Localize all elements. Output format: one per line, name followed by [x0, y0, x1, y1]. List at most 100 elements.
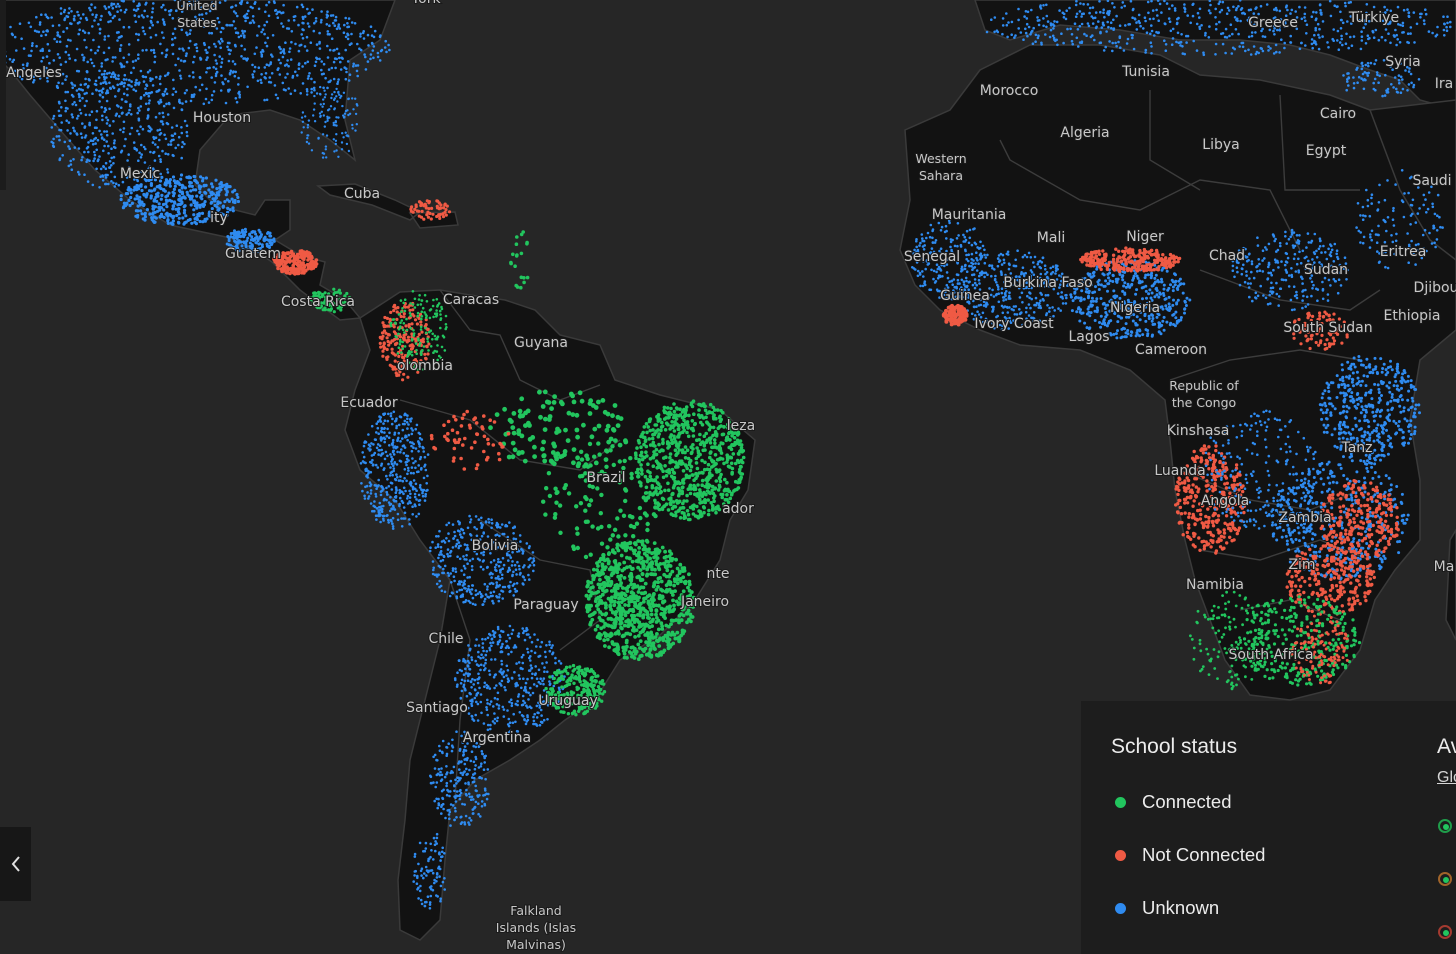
- school-dot: [30, 49, 33, 53]
- school-dot: [42, 30, 45, 33]
- school-dot: [122, 65, 126, 68]
- school-dot: [153, 210, 157, 214]
- school-dot: [461, 595, 465, 598]
- school-dot: [57, 24, 61, 27]
- school-dot: [672, 505, 676, 509]
- school-dot: [289, 58, 293, 61]
- school-dot: [435, 582, 439, 586]
- school-dot: [182, 60, 186, 63]
- school-dot: [479, 668, 482, 672]
- school-dot: [273, 84, 277, 87]
- school-dot: [64, 78, 67, 81]
- school-dot: [214, 216, 218, 220]
- school-dot: [103, 110, 106, 113]
- school-dot: [672, 434, 676, 439]
- school-dot: [361, 489, 364, 493]
- school-dot: [543, 650, 547, 654]
- school-dot: [172, 78, 175, 82]
- school-dot: [392, 309, 396, 313]
- school-dot: [383, 440, 387, 444]
- school-dot: [435, 842, 439, 845]
- school-dot: [234, 235, 238, 239]
- school-dot: [341, 104, 344, 108]
- school-dot: [471, 677, 474, 681]
- school-dot: [444, 208, 448, 212]
- school-dot: [554, 656, 557, 660]
- school-dot: [425, 900, 428, 904]
- school-dot: [138, 175, 142, 179]
- school-dot: [525, 242, 529, 246]
- school-dot: [99, 18, 102, 22]
- school-dot: [707, 436, 712, 441]
- school-dot: [465, 773, 469, 776]
- school-dot: [523, 701, 527, 705]
- school-dot: [146, 115, 150, 119]
- school-dot: [660, 496, 665, 501]
- school-dot: [501, 590, 505, 593]
- school-dot: [404, 324, 408, 328]
- school-dot: [700, 494, 705, 499]
- school-dot: [276, 262, 281, 267]
- school-dot: [132, 66, 135, 70]
- school-dot: [633, 451, 638, 456]
- school-dot: [96, 49, 100, 52]
- school-dot: [119, 106, 123, 109]
- school-dot: [476, 702, 480, 706]
- school-dot: [351, 97, 354, 100]
- school-dot: [375, 487, 378, 491]
- school-dot: [370, 442, 373, 445]
- school-dot: [386, 454, 389, 458]
- school-dot: [685, 430, 689, 435]
- school-dot: [380, 430, 384, 434]
- school-dot: [281, 11, 285, 14]
- school-dot: [507, 679, 511, 682]
- school-dot: [127, 83, 130, 87]
- school-dot: [397, 423, 401, 427]
- school-dot: [479, 765, 483, 768]
- school-dot: [281, 55, 285, 59]
- school-dot: [446, 548, 450, 551]
- school-dot: [165, 181, 169, 185]
- school-dot: [700, 483, 704, 488]
- school-dot: [470, 592, 473, 596]
- school-dot: [447, 521, 451, 525]
- school-dot: [559, 662, 563, 665]
- school-dot: [531, 672, 534, 676]
- school-dot: [77, 13, 80, 17]
- school-dot: [119, 128, 122, 132]
- school-dot: [639, 445, 643, 450]
- school-dot: [337, 23, 341, 26]
- school-dot: [329, 14, 333, 17]
- school-dot: [467, 781, 470, 784]
- school-dot: [436, 545, 440, 548]
- school-dot: [522, 280, 526, 285]
- school-dot: [107, 5, 111, 9]
- school-dot: [333, 48, 336, 52]
- school-dot: [166, 153, 170, 156]
- school-dot: [484, 789, 487, 792]
- school-dot: [328, 48, 332, 52]
- school-dot: [171, 17, 175, 20]
- school-dot: [458, 760, 461, 763]
- school-dot: [48, 49, 51, 52]
- school-dot: [347, 149, 351, 153]
- school-dot: [671, 513, 675, 517]
- school-dot: [493, 635, 496, 638]
- school-dot: [440, 345, 444, 349]
- school-dot: [70, 93, 74, 97]
- school-dot: [198, 88, 202, 92]
- school-dot: [130, 85, 133, 88]
- school-dot: [447, 574, 451, 577]
- school-dot: [74, 103, 78, 107]
- school-dot: [445, 745, 448, 749]
- school-dot: [226, 45, 229, 49]
- school-dot: [310, 255, 314, 260]
- school-dot: [77, 32, 80, 36]
- school-dot: [390, 455, 393, 459]
- school-dot: [475, 694, 478, 697]
- school-dot: [481, 560, 485, 563]
- school-dot: [712, 445, 717, 449]
- school-dot: [457, 541, 461, 544]
- school-dot: [636, 467, 640, 472]
